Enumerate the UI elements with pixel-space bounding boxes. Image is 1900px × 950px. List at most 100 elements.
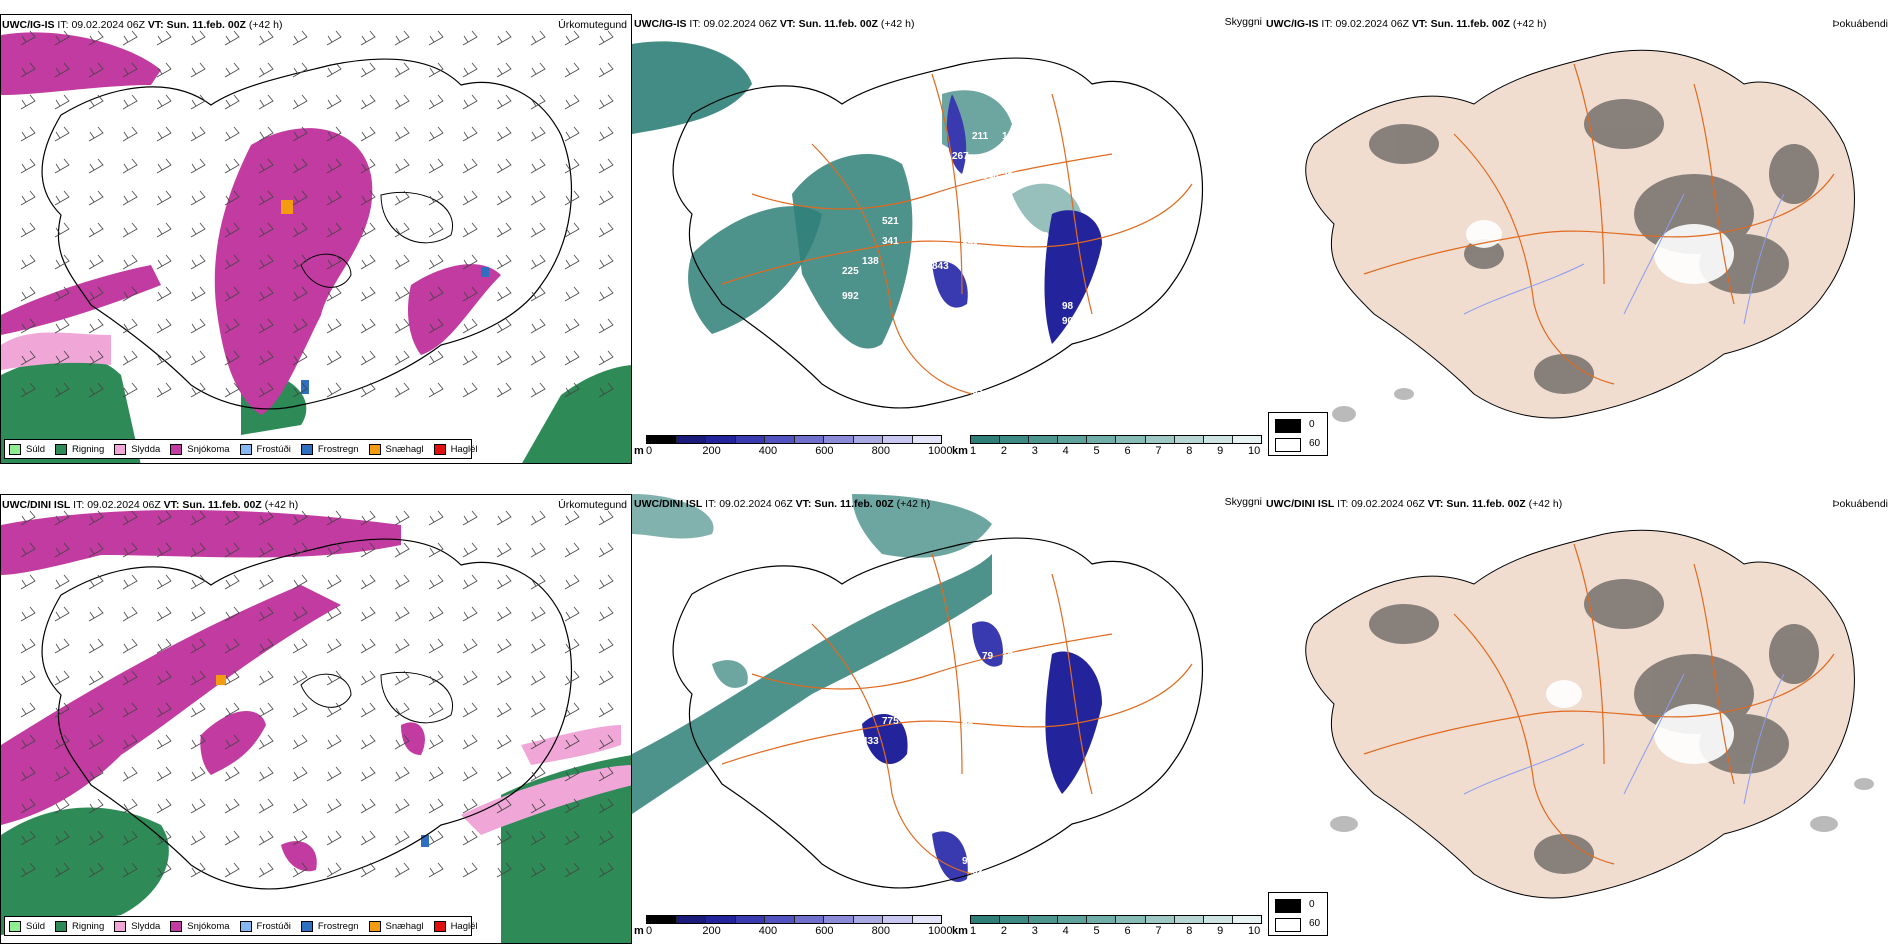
wind-barb: [598, 94, 614, 110]
panel-title: Þokuábendi: [1832, 18, 1888, 30]
wind-barb: [88, 862, 104, 878]
wind-barb: [224, 126, 240, 142]
wind-barb: [224, 670, 240, 686]
wind-barb: [292, 670, 308, 686]
wind-barb: [530, 638, 546, 654]
wind-barb: [88, 766, 104, 782]
wind-barb: [428, 158, 444, 174]
wind-barb: [190, 222, 206, 238]
wind-barb: [530, 606, 546, 622]
wind-barb: [88, 158, 104, 174]
cloud-base-label: 865: [842, 746, 859, 757]
wind-barb: [428, 574, 444, 590]
cloud-base-label: 111: [1002, 611, 1018, 622]
wind-barb: [530, 734, 546, 750]
cloud-base-label: 521: [882, 216, 899, 227]
vt-label: VT:: [795, 498, 812, 510]
wind-barb: [54, 734, 70, 750]
wind-barb: [530, 798, 546, 814]
scale-cell: [824, 436, 854, 443]
scale-tick-label: 10: [1248, 925, 1261, 937]
fog-offshore: [1332, 388, 1414, 422]
glaciers: [1546, 680, 1734, 764]
snow-area: [1, 32, 161, 95]
scale-tick-label: 400: [758, 445, 778, 457]
legend-item: Snjókoma: [170, 443, 230, 455]
scale-strip: [646, 435, 942, 444]
wind-barb: [530, 30, 546, 46]
wind-barb: [598, 830, 614, 846]
scale-strip: [970, 435, 1262, 444]
fog-patches: [1369, 579, 1819, 874]
wind-barb: [598, 574, 614, 590]
scale-tick-label: 3: [1031, 445, 1038, 457]
wind-barb: [190, 670, 206, 686]
wind-barb: [54, 862, 70, 878]
wind-barb: [20, 766, 36, 782]
cloud-base-label: 560: [972, 341, 989, 352]
legend-swatch: [433, 443, 446, 455]
model-name: UWC/IG-IS: [634, 18, 687, 30]
wind-barb: [530, 158, 546, 174]
wind-barb: [156, 510, 172, 526]
wind-barb: [258, 94, 274, 110]
panel-header: UWC/IG-IS IT: 09.02.2024 06Z VT: Sun. 11…: [1266, 18, 1546, 30]
wind-barb: [326, 62, 342, 78]
cloud-base-label: 221: [1002, 171, 1019, 182]
wind-barb: [564, 734, 580, 750]
it-value: 09.02.2024 06Z: [703, 18, 777, 30]
scale-tick-label: 10: [1248, 445, 1261, 457]
cloud-base-label: 100: [1032, 231, 1049, 242]
wind-barb: [428, 30, 444, 46]
scale-tick-label: 4: [1062, 445, 1069, 457]
wind-barb: [564, 798, 580, 814]
cloud-base-label: 53: [972, 386, 984, 397]
model-name: UWC/DINI ISL: [634, 498, 703, 510]
cloud-base-label: 37: [972, 611, 984, 622]
wind-barb: [564, 862, 580, 878]
wind-barb: [258, 702, 274, 718]
wind-barb: [292, 542, 308, 558]
wind-barb: [156, 734, 172, 750]
scale-tick-label: 800: [871, 925, 890, 937]
wind-barb: [122, 286, 138, 302]
scale-tick-label: 2: [1000, 445, 1007, 457]
wind-barb: [564, 190, 580, 206]
wind-barb: [564, 542, 580, 558]
wind-barb: [564, 350, 580, 366]
scale-cell: [647, 916, 677, 923]
wind-barb: [88, 318, 104, 334]
wind-barb: [428, 766, 444, 782]
wind-barb: [224, 30, 240, 46]
rain-area: [522, 365, 631, 463]
wind-barb: [190, 734, 206, 750]
fog-max-label: 0: [1309, 899, 1315, 910]
wind-barb: [20, 350, 36, 366]
wind-barb: [54, 670, 70, 686]
wind-barb: [292, 830, 308, 846]
wind-barb: [326, 670, 342, 686]
wind-barb: [462, 702, 478, 718]
scale-tick-label: 200: [702, 445, 721, 457]
wind-barb: [360, 126, 376, 142]
cloud-base-label: 12: [782, 391, 794, 402]
wind-barb: [190, 766, 206, 782]
wind-barb: [122, 574, 138, 590]
wind-barb: [564, 830, 580, 846]
cloud-base-label: 76: [972, 821, 984, 832]
wind-barb: [292, 254, 308, 270]
wind-barb: [428, 862, 444, 878]
wind-barb: [462, 158, 478, 174]
panel-title: Úrkomutegund: [558, 499, 627, 511]
fog-legend: 0 60: [1268, 412, 1328, 456]
wind-barb: [122, 62, 138, 78]
wind-barb: [156, 798, 172, 814]
wind-barb: [224, 222, 240, 238]
snow-pellet: [216, 675, 226, 685]
scale-tick-label: 8: [1186, 445, 1193, 457]
glacier-outline: [380, 191, 454, 244]
wind-barb: [598, 670, 614, 686]
scale-tick-label: 1000: [928, 445, 953, 457]
